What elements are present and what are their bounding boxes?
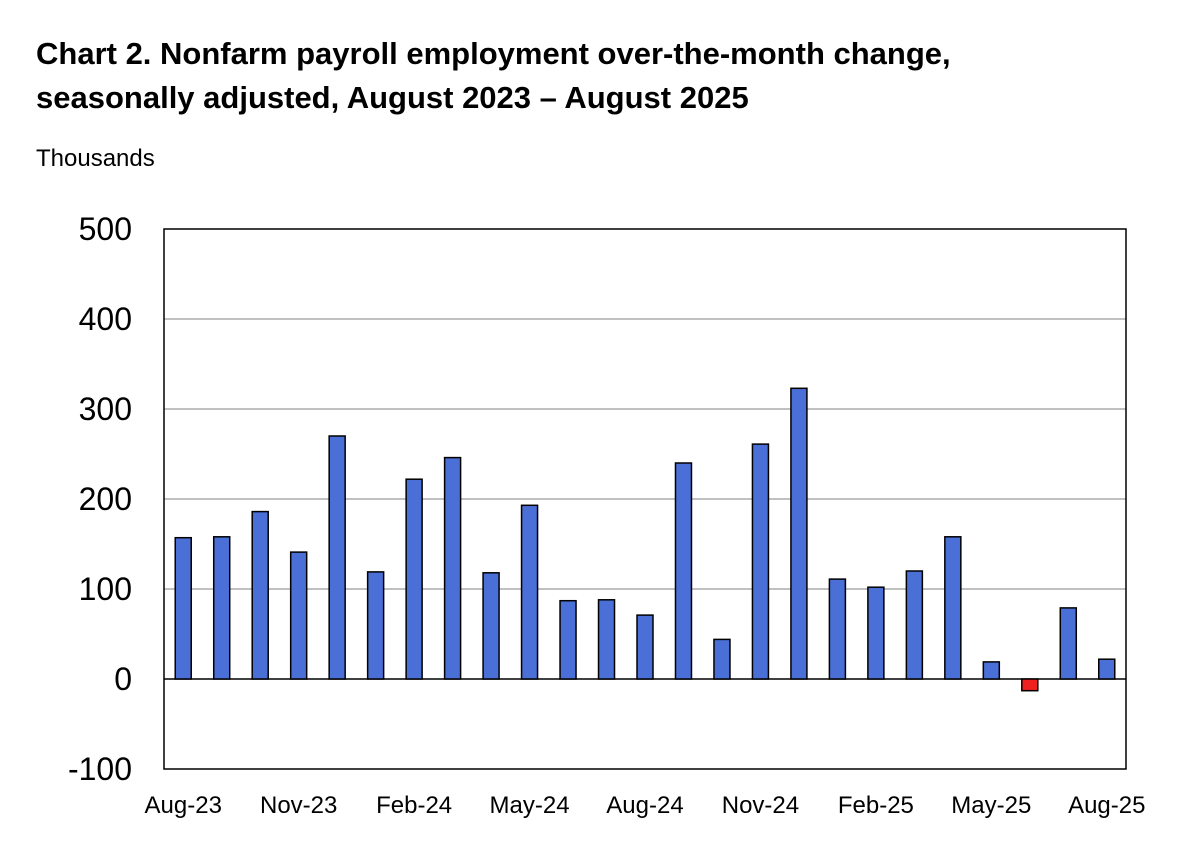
x-tick-label: Feb-25 xyxy=(838,792,914,819)
chart-title: Chart 2. Nonfarm payroll employment over… xyxy=(36,32,1156,120)
bar-nov-24 xyxy=(751,443,770,680)
bar-oct-24 xyxy=(713,638,731,680)
bar-jun-24 xyxy=(559,599,577,680)
y-axis-label: Thousands xyxy=(36,145,155,172)
y-tick-label: 400 xyxy=(79,301,132,337)
bar-mar-24 xyxy=(443,456,462,680)
bar-may-24 xyxy=(520,504,539,680)
bar-apr-24 xyxy=(482,572,500,680)
bar-may-25 xyxy=(982,661,1001,680)
x-tick-label: May-24 xyxy=(490,792,570,819)
bar-aug-23 xyxy=(174,536,192,680)
chart-title-line-1: Chart 2. Nonfarm payroll employment over… xyxy=(36,36,951,71)
bar-jan-24 xyxy=(366,571,385,680)
x-tick-label: May-25 xyxy=(951,792,1031,819)
bar-feb-24 xyxy=(405,478,423,680)
x-tick-label: Aug-24 xyxy=(606,792,683,819)
bar-dec-24 xyxy=(790,387,808,680)
y-tick-label: 500 xyxy=(79,211,132,247)
x-tick-label: Nov-23 xyxy=(260,792,337,819)
bar-aug-24 xyxy=(636,614,654,680)
y-tick-label: 0 xyxy=(114,661,132,697)
bar-sep-23 xyxy=(212,536,231,680)
bar-jan-25 xyxy=(828,578,847,680)
bar-jul-24 xyxy=(597,599,616,680)
x-tick-label: Nov-24 xyxy=(722,792,799,819)
bar-sep-24 xyxy=(674,462,693,680)
bar-nov-23 xyxy=(289,551,308,680)
chart-title-line-2: seasonally adjusted, August 2023 – Augus… xyxy=(36,80,749,115)
plot-border xyxy=(163,228,1127,770)
x-tick-label: Aug-25 xyxy=(1068,792,1145,819)
y-tick-label: 300 xyxy=(79,391,132,427)
bar-jul-25 xyxy=(1059,607,1078,680)
x-tick-label: Aug-23 xyxy=(145,792,222,819)
bar-mar-25 xyxy=(905,570,924,680)
bar-aug-25 xyxy=(1098,658,1116,680)
bar-oct-23 xyxy=(251,510,269,680)
bar-apr-25 xyxy=(944,536,962,680)
bar-jun-25 xyxy=(1021,678,1039,692)
bar-dec-23 xyxy=(328,435,346,680)
x-tick-label: Feb-24 xyxy=(376,792,452,819)
bar-feb-25 xyxy=(867,586,885,680)
y-tick-label: -100 xyxy=(68,751,132,787)
y-tick-label: 100 xyxy=(79,571,132,607)
y-tick-label: 200 xyxy=(79,481,132,517)
